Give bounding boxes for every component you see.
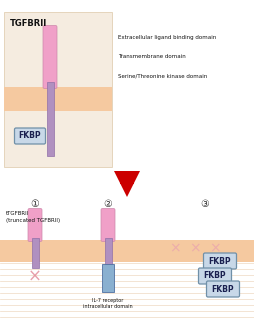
Text: tTGFBRII
(truncated TGFBRII): tTGFBRII (truncated TGFBRII) [6,211,60,223]
Bar [4,12,112,167]
Text: TGFBRII: TGFBRII [10,19,47,28]
Bar [4,87,112,111]
FancyBboxPatch shape [203,253,236,269]
FancyBboxPatch shape [28,209,42,241]
Bar [120,171,134,184]
Bar [0,240,254,262]
Text: ①: ① [31,199,39,209]
FancyBboxPatch shape [43,26,57,88]
Bar [104,238,112,264]
Text: ③: ③ [201,199,209,209]
Text: ×: × [169,241,181,255]
Bar [102,264,114,292]
Bar [31,238,39,268]
Text: ×: × [189,241,201,255]
FancyBboxPatch shape [101,209,115,241]
Text: FKBP: FKBP [19,131,41,140]
Text: FKBP: FKBP [204,271,226,280]
FancyBboxPatch shape [207,281,240,297]
Text: Extracellular ligand binding domain: Extracellular ligand binding domain [118,34,216,40]
Text: ×: × [28,268,42,286]
Text: Transmembrane domain: Transmembrane domain [118,55,186,60]
FancyBboxPatch shape [198,268,231,284]
Text: Serine/Threonine kinase domain: Serine/Threonine kinase domain [118,73,207,78]
Text: IL-7 receptor
intracellular domain: IL-7 receptor intracellular domain [83,298,133,309]
Text: ×: × [209,241,221,255]
FancyBboxPatch shape [14,128,45,144]
Bar [46,82,54,156]
Text: FKBP: FKBP [209,256,231,265]
Text: FKBP: FKBP [212,285,234,293]
Text: ②: ② [104,199,112,209]
Polygon shape [114,171,140,197]
